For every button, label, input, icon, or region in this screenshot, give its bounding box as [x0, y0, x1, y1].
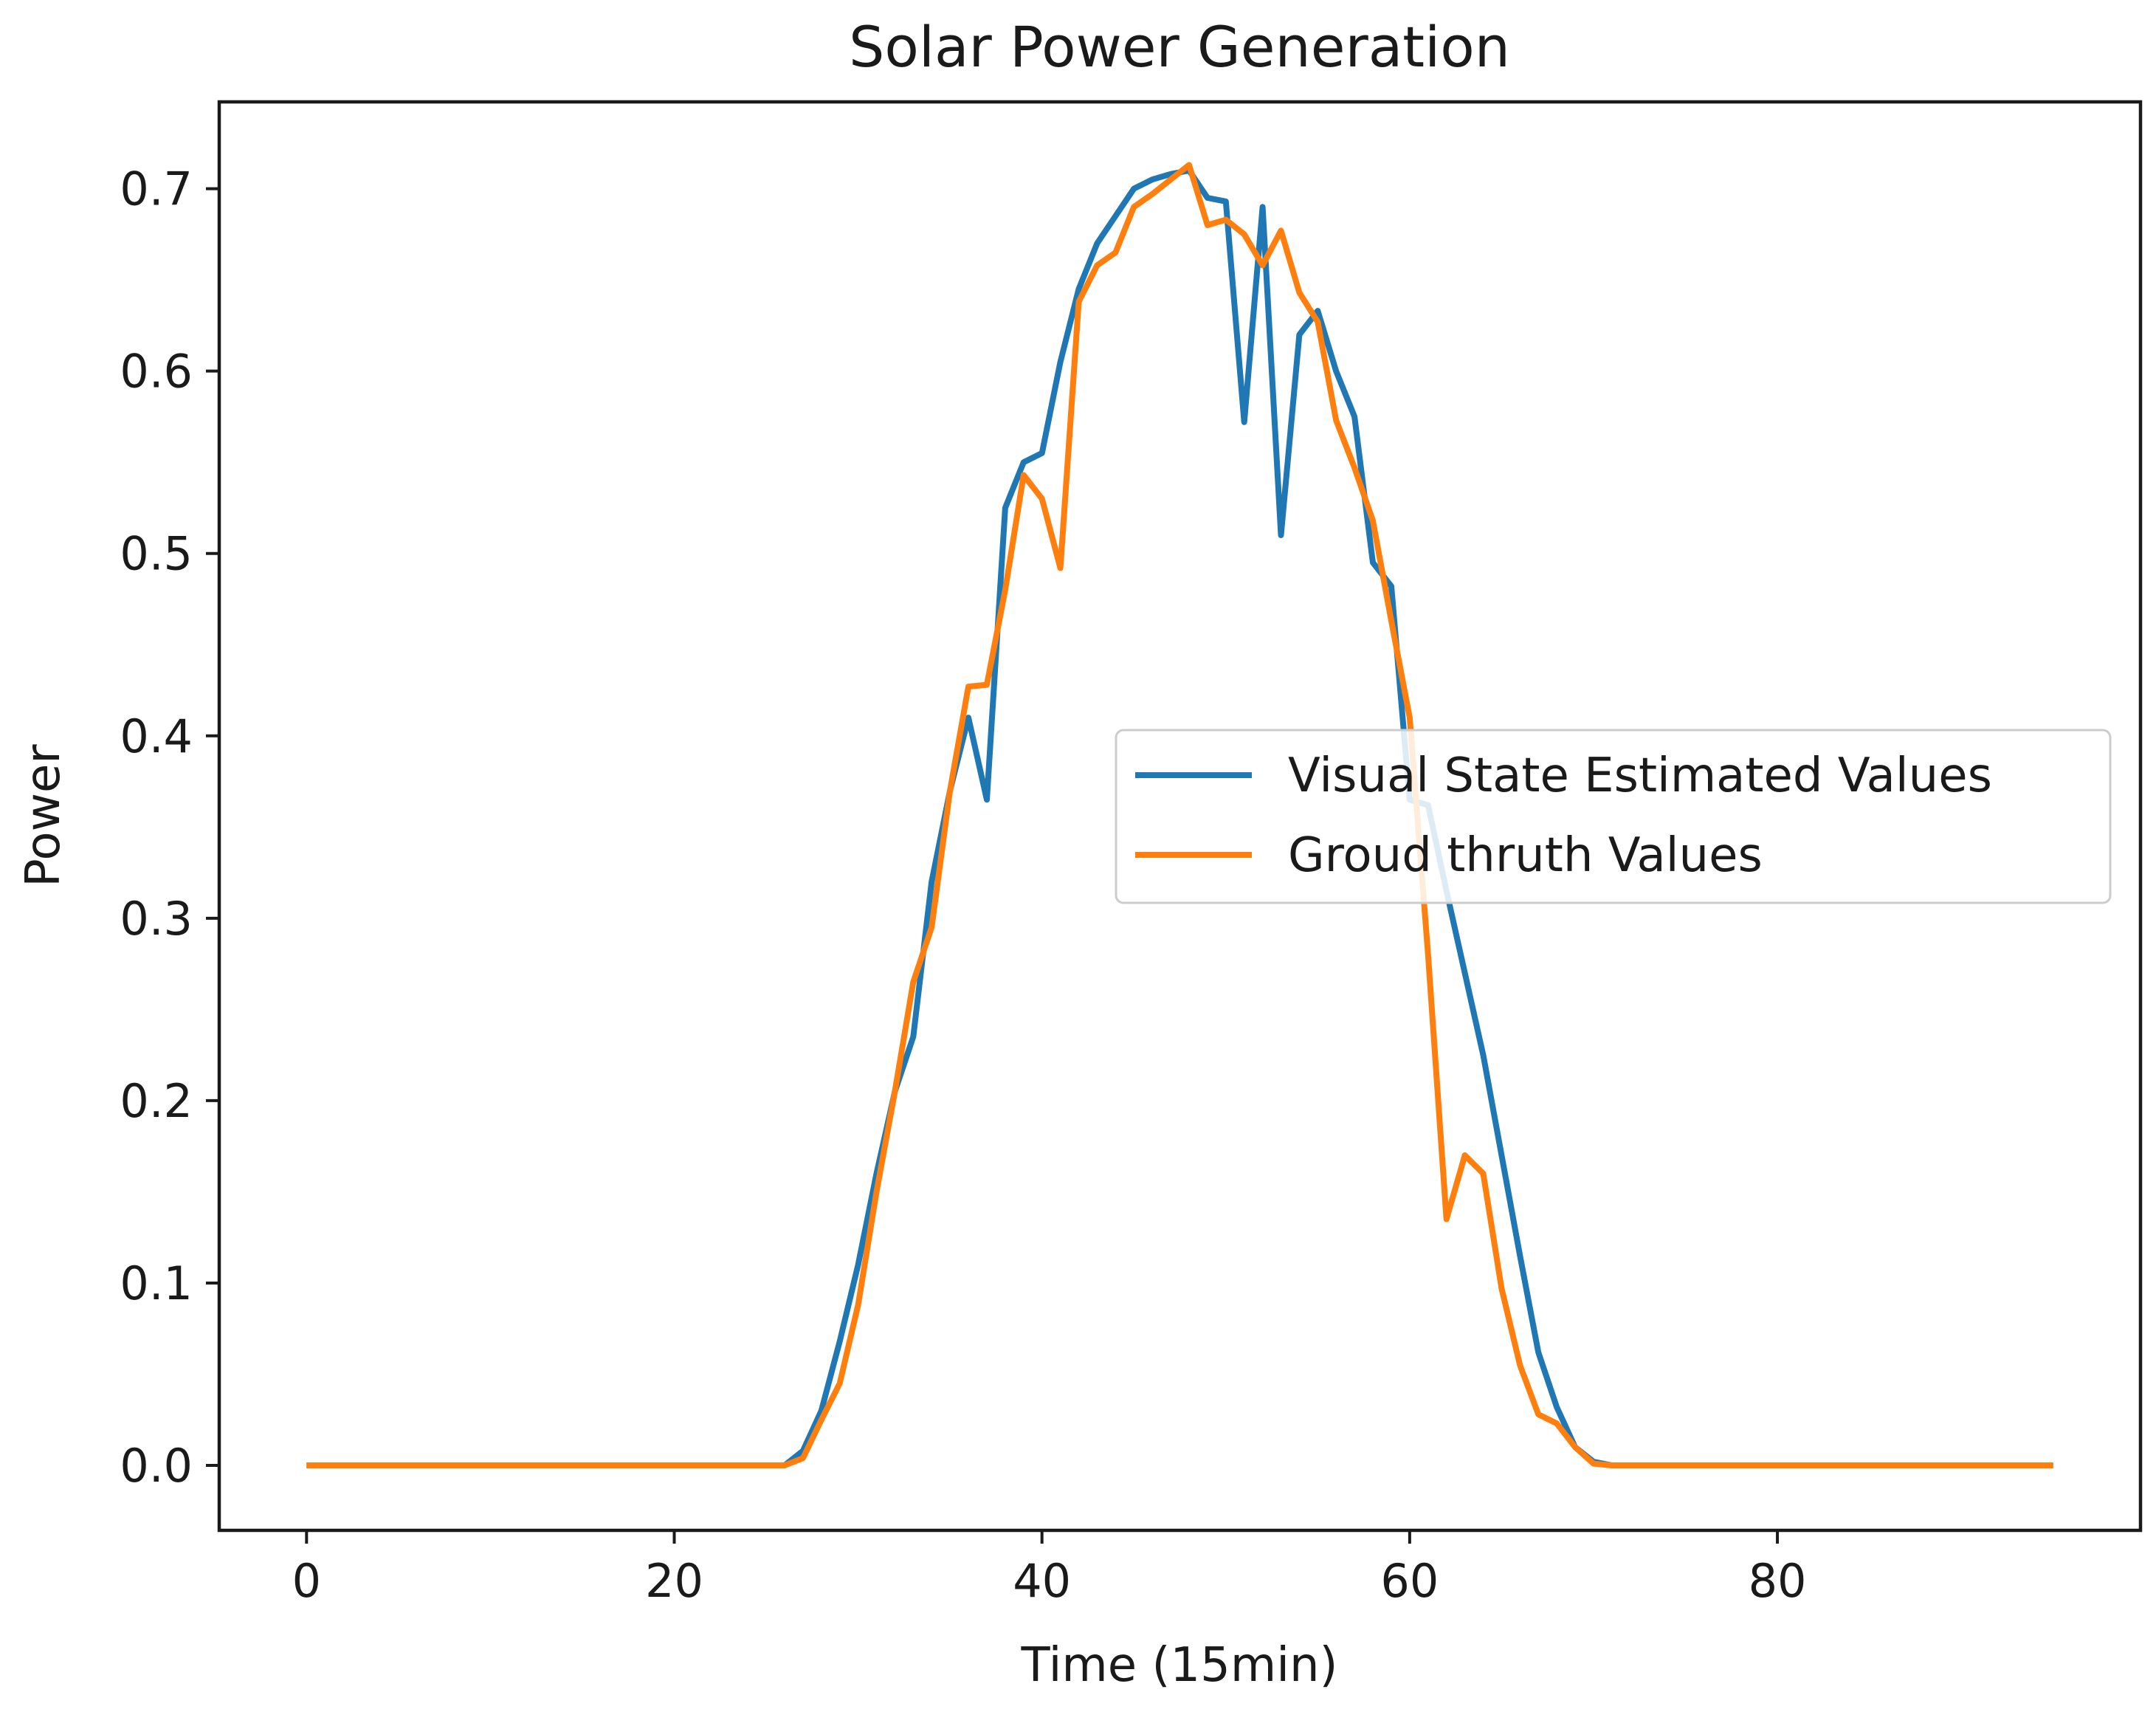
chart-title: Solar Power Generation: [849, 14, 1510, 80]
y-tick-label: 0.2: [120, 1074, 193, 1128]
x-tick-label: 60: [1380, 1554, 1439, 1608]
x-tick-label: 80: [1749, 1554, 1807, 1608]
series-layer: [306, 162, 2053, 1468]
legend-label-visual-state: Visual State Estimated Values: [1288, 749, 1992, 803]
x-axis-ticks: 0 20 40 60 80: [292, 1530, 1807, 1608]
x-tick-label: 0: [292, 1554, 321, 1608]
y-tick-label: 0.1: [120, 1256, 193, 1310]
y-tick-label: 0.3: [120, 892, 193, 946]
y-tick-label: 0.0: [120, 1439, 193, 1493]
x-axis-label: Time (15min): [1020, 1638, 1337, 1693]
y-axis-ticks: 0.0 0.1 0.2 0.3 0.4 0.5 0.6 0.7: [120, 162, 219, 1493]
legend-box: [1115, 729, 2112, 904]
y-tick-label: 0.7: [120, 162, 193, 216]
y-tick-label: 0.4: [120, 709, 193, 763]
y-tick-label: 0.6: [120, 345, 193, 399]
y-axis-label: Power: [16, 744, 71, 887]
x-tick-label: 40: [1013, 1554, 1071, 1608]
legend: Visual State Estimated Values Groud thru…: [1115, 729, 2112, 904]
series-line-ground-truth: [306, 162, 2053, 1468]
plot-frame: [217, 100, 2143, 1533]
y-tick-label: 0.5: [120, 527, 193, 581]
x-tick-label: 20: [645, 1554, 703, 1608]
legend-label-ground-truth: Groud thruth Values: [1288, 828, 1763, 883]
